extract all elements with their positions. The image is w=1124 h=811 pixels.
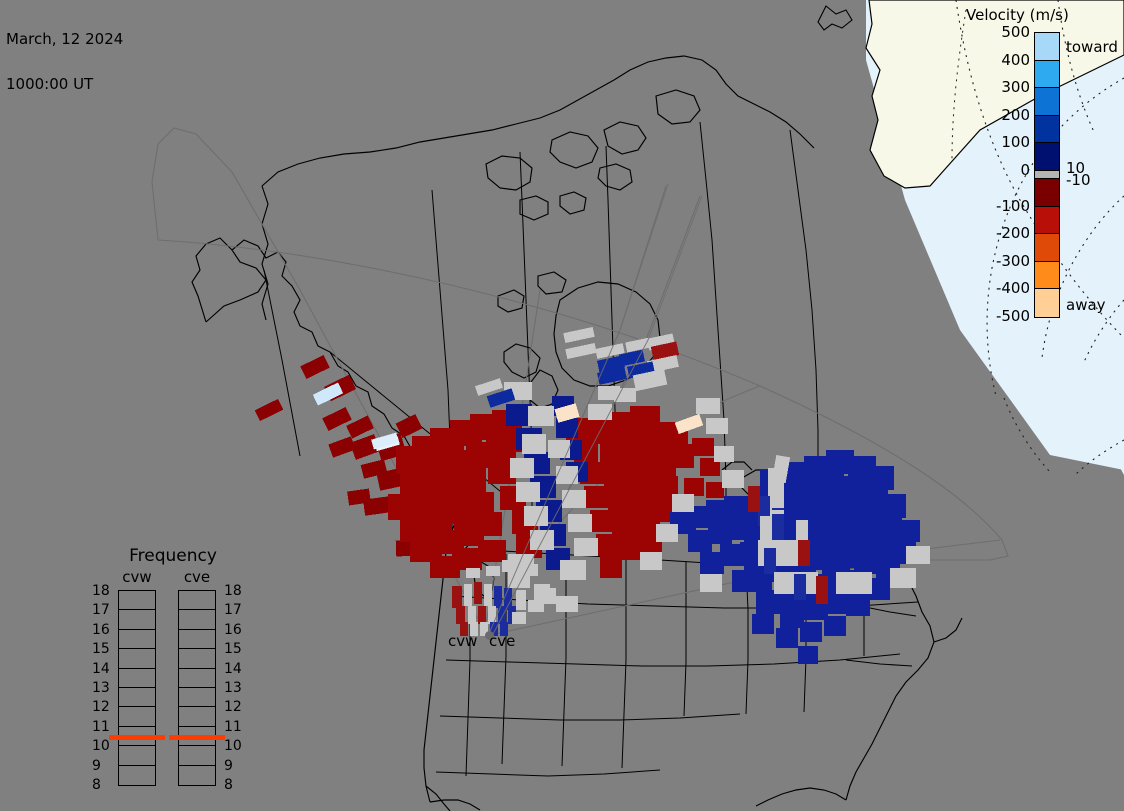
frequency-column-label-cvw: cvw [122, 568, 152, 586]
velocity-colorbar-cell [1035, 60, 1059, 89]
frequency-gauge-segment [119, 746, 155, 766]
frequency-gauge-segment [179, 707, 215, 727]
velocity-tick-label: -400 [995, 279, 1030, 298]
velocity-colorbar-cell [1035, 115, 1059, 144]
frequency-tick-label: 10 [224, 738, 242, 755]
great-lakes-fan [748, 454, 872, 604]
velocity-tick-label: -200 [995, 224, 1030, 243]
radar-fov-overlay [487, 183, 703, 637]
velocity-colorbar [1034, 32, 1060, 318]
velocity-inner-tick-negative: -10 [1066, 171, 1091, 189]
velocity-colorbar-cell [1035, 178, 1059, 207]
velocity-colorbar-cell [1035, 234, 1059, 262]
velocity-colorbar-cell [1035, 289, 1059, 317]
frequency-tick-label: 15 [92, 641, 110, 658]
velocity-colorbar-cell [1035, 206, 1059, 235]
frequency-gauge-segment [119, 688, 155, 708]
frequency-tick-label: 12 [92, 699, 110, 716]
velocity-away-label: away [1066, 296, 1106, 314]
frequency-tick-label: 17 [224, 602, 242, 619]
frequency-gauge-segment [119, 591, 155, 611]
velocity-tick-label: 400 [1001, 50, 1030, 69]
velocity-legend: Velocity (m/s) 500 400 300 200 100 0 -100 -200 -… [966, 4, 1124, 334]
frequency-tick-label: 13 [92, 680, 110, 696]
velocity-legend-title: Velocity (m/s) [966, 6, 1069, 24]
baffin-island-coast [817, 5, 853, 31]
velocity-tick-label: 0 [1020, 161, 1030, 179]
velocity-tick-label: 100 [1001, 133, 1030, 152]
frequency-gauge-segment [119, 707, 155, 727]
velocity-tick-label: 200 [1001, 105, 1030, 124]
frequency-gauge-segment [179, 649, 215, 669]
velocity-colorbar-cell [1035, 261, 1059, 290]
frequency-tick-label: 14 [92, 660, 110, 677]
frequency-tick-label: 8 [224, 777, 233, 793]
frequency-tick-label: 18 [224, 583, 242, 599]
frequency-tick-label: 13 [224, 680, 242, 696]
timestamp-date: March, 12 2024 [6, 30, 124, 48]
radar-site-dot [485, 631, 494, 640]
velocity-colorbar-cell [1035, 33, 1059, 61]
frequency-gauge-segment [119, 649, 155, 669]
frequency-gauge-segment [179, 610, 215, 630]
frequency-tick-label: 17 [92, 602, 110, 619]
velocity-scatter-cells [254, 326, 930, 664]
velocity-tick-label: -500 [995, 307, 1030, 325]
frequency-tick-label: 14 [224, 660, 242, 677]
frequency-marker-cve [169, 734, 225, 740]
velocity-tick-label: -100 [995, 196, 1030, 215]
frequency-tick-label: 15 [224, 641, 242, 658]
frequency-tick-label: 16 [92, 621, 110, 638]
velocity-inner-tick-positive: 10 [1066, 159, 1086, 177]
frequency-gauge-segment [179, 766, 215, 785]
frequency-gauge-cve [178, 590, 216, 786]
frequency-marker-cvw [109, 734, 165, 740]
velocity-tick-label: 300 [1001, 78, 1030, 97]
frequency-gauge-segment [179, 630, 215, 650]
frequency-tick-label: 12 [224, 699, 242, 716]
frequency-tick-label: 11 [92, 718, 110, 735]
velocity-colorbar-cell [1035, 170, 1059, 179]
near-range-fan [452, 560, 550, 636]
radar-site-label-cvw: cvw [448, 632, 478, 650]
frequency-gauge-segment [179, 746, 215, 766]
velocity-colorbar-cell [1035, 88, 1059, 116]
frequency-tick-label: 10 [92, 738, 110, 755]
frequency-gauge-segment [119, 727, 155, 747]
magnetic-grid-upper [951, 9, 967, 161]
frequency-tick-label: 16 [224, 621, 242, 638]
radar-site-label-cve: cve [489, 632, 516, 650]
frequency-tick-label: 18 [92, 583, 110, 599]
frequency-column-label-cve: cve [183, 568, 211, 586]
frequency-tick-label: 8 [92, 777, 101, 793]
magnetic-grid [955, 0, 1124, 477]
frequency-gauge-segment [179, 727, 215, 747]
velocity-toward-label: toward [1066, 38, 1118, 56]
velocity-tick-label: 500 [1001, 23, 1030, 41]
frequency-gauge-segment [179, 669, 215, 688]
frequency-gauge-segment [119, 766, 155, 785]
frequency-tick-label: 9 [224, 757, 233, 774]
frequency-gauge-segment [179, 591, 215, 611]
frequency-gauge-segment [179, 688, 215, 708]
frequency-tick-label: 11 [224, 718, 242, 735]
frequency-tick-label: 9 [92, 757, 101, 774]
velocity-tick-label: -300 [995, 251, 1030, 270]
frequency-gauge-segment [119, 610, 155, 630]
frequency-gauge-segment [119, 669, 155, 688]
frequency-legend: Frequency cvw 18 17 16 15 14 13 12 11 10 9 8 cve 18 17… [78, 546, 268, 792]
frequency-gauge-segment [119, 630, 155, 650]
timestamp-time: 1000:00 UT [6, 75, 94, 93]
timestamp: March, 12 2024 1000:00 UT [6, 2, 123, 122]
frequency-legend-title: Frequency [129, 546, 217, 566]
velocity-colorbar-cell [1035, 143, 1059, 171]
frequency-gauge-cvw [118, 590, 156, 786]
